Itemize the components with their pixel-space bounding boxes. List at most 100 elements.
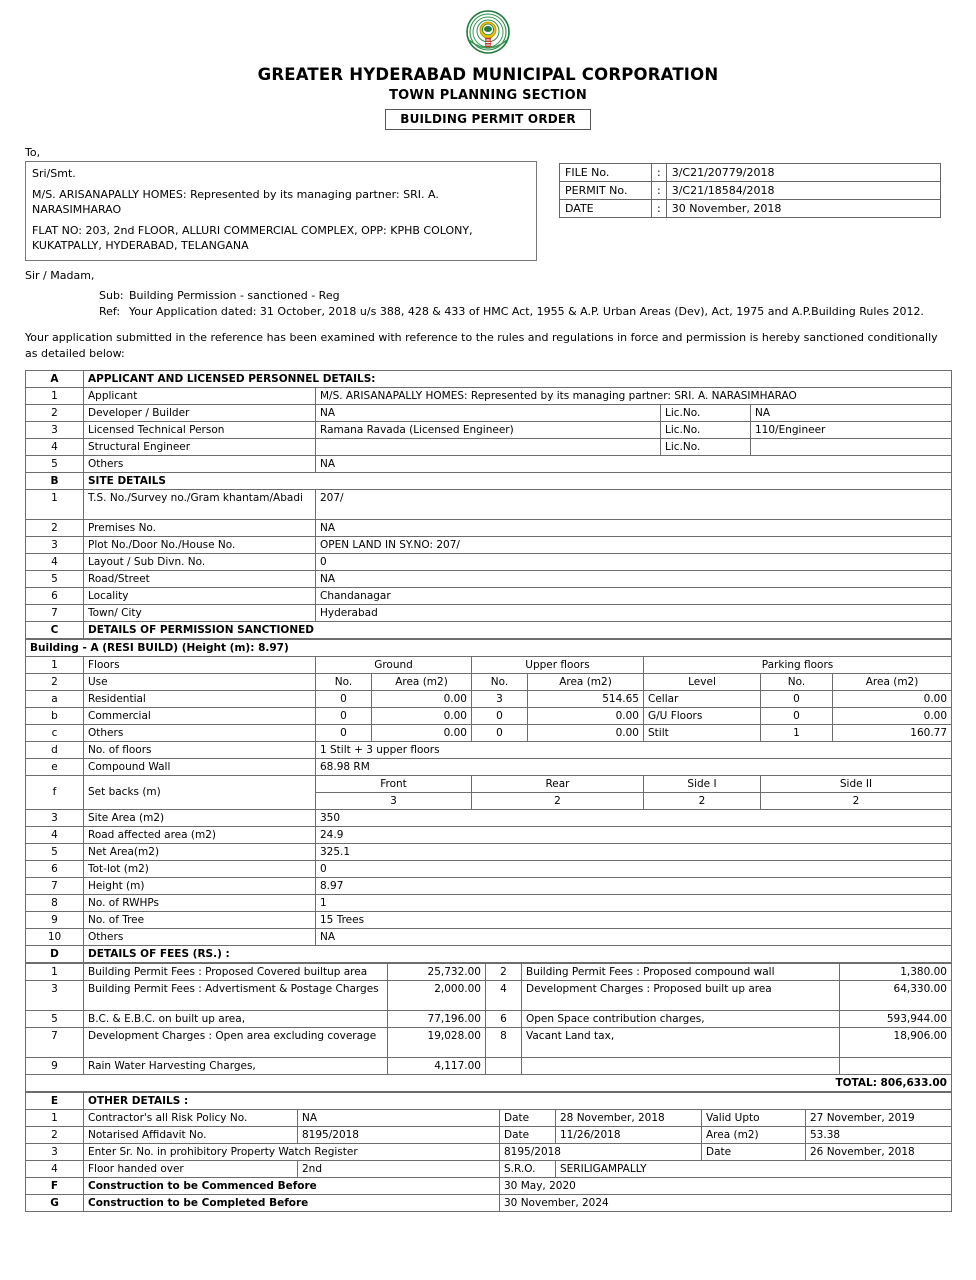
fee-left-label: Development Charges : Open area excludin…	[83, 1026, 388, 1058]
file-no-row: FILE No. : 3/C21/20779/2018	[559, 163, 942, 182]
row-number: 1	[25, 655, 84, 674]
parking-area: 0.00	[831, 689, 953, 708]
document-title-block: GREATER HYDERABAD MUNICIPAL CORPORATION …	[25, 65, 951, 130]
row-number: 9	[25, 910, 84, 929]
table-row: c Others 0 0.00 0 0.00 Stilt 1 160.77	[25, 723, 953, 742]
fee-row: 9 Rain Water Harvesting Charges, 4,117.0…	[25, 1056, 952, 1075]
document-type-badge: BUILDING PERMIT ORDER	[385, 109, 591, 130]
section-g-label: Construction to be Completed Before	[83, 1193, 500, 1212]
department-title: TOWN PLANNING SECTION	[389, 88, 587, 103]
sro-value: SERILIGAMPALLY	[554, 1159, 953, 1178]
row-label: Contractor's all Risk Policy No.	[83, 1108, 298, 1127]
licence-no-label: Lic.No.	[660, 420, 751, 439]
row-number: 2	[25, 518, 84, 537]
section-e-title: OTHER DETAILS :	[82, 1091, 953, 1110]
row-label: Applicant	[83, 386, 316, 405]
table-row: b Commercial 0 0.00 0 0.00 G/U Floors 0 …	[25, 706, 953, 725]
licence-no-value	[749, 437, 953, 456]
row-label: Tot-lot (m2)	[83, 859, 316, 878]
upper-area: 0.00	[527, 706, 644, 725]
ground-area: 0.00	[371, 723, 472, 742]
date-label: Date	[499, 1125, 556, 1144]
fees-total-row: TOTAL: 806,633.00	[25, 1073, 952, 1092]
row-value: 8195/2018	[499, 1142, 702, 1161]
section-f-value: 30 May, 2020	[498, 1176, 953, 1195]
licence-no-value: 110/Engineer	[749, 420, 953, 439]
setback-header-front: Front	[315, 774, 472, 793]
section-f-code: F	[25, 1176, 84, 1195]
telangana-state-emblem-icon	[465, 10, 511, 58]
fee-right-amount: 1,380.00	[839, 962, 952, 981]
row-number: 2	[25, 403, 84, 422]
section-g-code: G	[25, 1193, 84, 1212]
date-value: 26 November, 2018	[804, 1142, 953, 1161]
fee-right-label: Development Charges : Proposed built up …	[521, 979, 840, 1011]
row-value: 68.98 RM	[314, 757, 953, 776]
details-tables-container: A APPLICANT AND LICENSED PERSONNEL DETAI…	[24, 369, 953, 1212]
section-d-title: DETAILS OF FEES (RS.) :	[82, 944, 953, 963]
addressee-name: M/S. ARISANAPALLY HOMES: Represented by …	[32, 187, 439, 217]
table-row: 4 Floor handed over 2nd S.R.O. SERILIGAM…	[25, 1159, 953, 1178]
row-label: Structural Engineer	[83, 437, 316, 456]
reference-line: Ref: Your Application dated: 31 October,…	[99, 304, 951, 320]
row-number: 2	[25, 672, 84, 691]
row-value: 1 Stilt + 3 upper floors	[314, 740, 953, 759]
parking-floors-group-header: Parking floors	[642, 655, 953, 674]
fee-left-amount: 77,196.00	[387, 1009, 486, 1028]
fee-right-amount: 64,330.00	[839, 979, 952, 1011]
row-number: 3	[25, 808, 84, 827]
section-c-title: DETAILS OF PERMISSION SANCTIONED	[82, 620, 953, 639]
row-number: 5	[25, 842, 84, 861]
licence-no-label: Lic.No.	[660, 437, 751, 456]
table-row: 3 Site Area (m2) 350	[25, 808, 953, 827]
table-row: 2 Developer / Builder NA Lic.No. NA	[25, 403, 953, 422]
date-label: Date	[701, 1142, 806, 1161]
date-row: DATE : 30 November, 2018	[559, 199, 942, 218]
upper-no: 0	[471, 706, 528, 725]
valid-upto-label: Valid Upto	[701, 1108, 806, 1127]
row-number: 4	[25, 437, 84, 456]
area-label: Area (m2)	[701, 1125, 806, 1144]
row-number: 4	[25, 1159, 84, 1178]
table-row: 7 Town/ City Hyderabad	[25, 603, 953, 622]
parking-level: Cellar	[643, 689, 761, 708]
addressee-address: FLAT NO: 203, 2nd FLOOR, ALLURI COMMERCI…	[32, 223, 473, 253]
section-a-code: A	[25, 369, 84, 388]
row-value: M/S. ARISANAPALLY HOMES: Represented by …	[314, 386, 953, 405]
row-label: Road affected area (m2)	[83, 825, 316, 844]
section-a-table: A APPLICANT AND LICENSED PERSONNEL DETAI…	[25, 369, 953, 639]
fee-left-amount: 4,117.00	[387, 1056, 486, 1075]
ground-area: 0.00	[371, 689, 472, 708]
area-value: 53.38	[804, 1125, 953, 1144]
row-label: Floors	[83, 655, 316, 674]
row-key: b	[25, 706, 84, 725]
row-label: No. of Tree	[83, 910, 316, 929]
col-header-ground-no: No.	[315, 672, 372, 691]
ground-no: 0	[315, 706, 372, 725]
row-number: 7	[25, 603, 84, 622]
upper-area: 0.00	[527, 723, 644, 742]
section-f-label: Construction to be Commenced Before	[83, 1176, 500, 1195]
table-row: 3 Enter Sr. No. in prohibitory Property …	[25, 1142, 953, 1161]
row-value: 15 Trees	[314, 910, 953, 929]
row-number: 5	[25, 569, 84, 588]
fee-right-label: Building Permit Fees : Proposed compound…	[521, 962, 840, 981]
col-header-ground-area: Area (m2)	[371, 672, 472, 691]
row-number: 4	[25, 825, 84, 844]
row-number: 5	[25, 454, 84, 473]
fee-left-amount: 2,000.00	[387, 979, 486, 1011]
permit-no-value: 3/C21/18584/2018	[665, 181, 942, 200]
fee-right-amount: 18,906.00	[839, 1026, 952, 1058]
fees-total: TOTAL: 806,633.00	[25, 1073, 952, 1092]
section-g-row: G Construction to be Completed Before 30…	[25, 1193, 953, 1212]
section-d-code: D	[25, 944, 84, 963]
table-row: 1 T.S. No./Survey no./Gram khantam/Abadi…	[25, 488, 953, 520]
row-label: Others	[83, 454, 316, 473]
fee-right-amount	[839, 1056, 952, 1075]
table-row: a Residential 0 0.00 3 514.65 Cellar 0 0…	[25, 689, 953, 708]
col-header-parking-area: Area (m2)	[831, 672, 953, 691]
row-label: Site Area (m2)	[83, 808, 316, 827]
use-column-header-row: 2 Use No. Area (m2) No. Area (m2) Level …	[25, 672, 953, 691]
table-row: 5 Others NA	[25, 454, 953, 473]
row-number: 1	[25, 488, 84, 520]
